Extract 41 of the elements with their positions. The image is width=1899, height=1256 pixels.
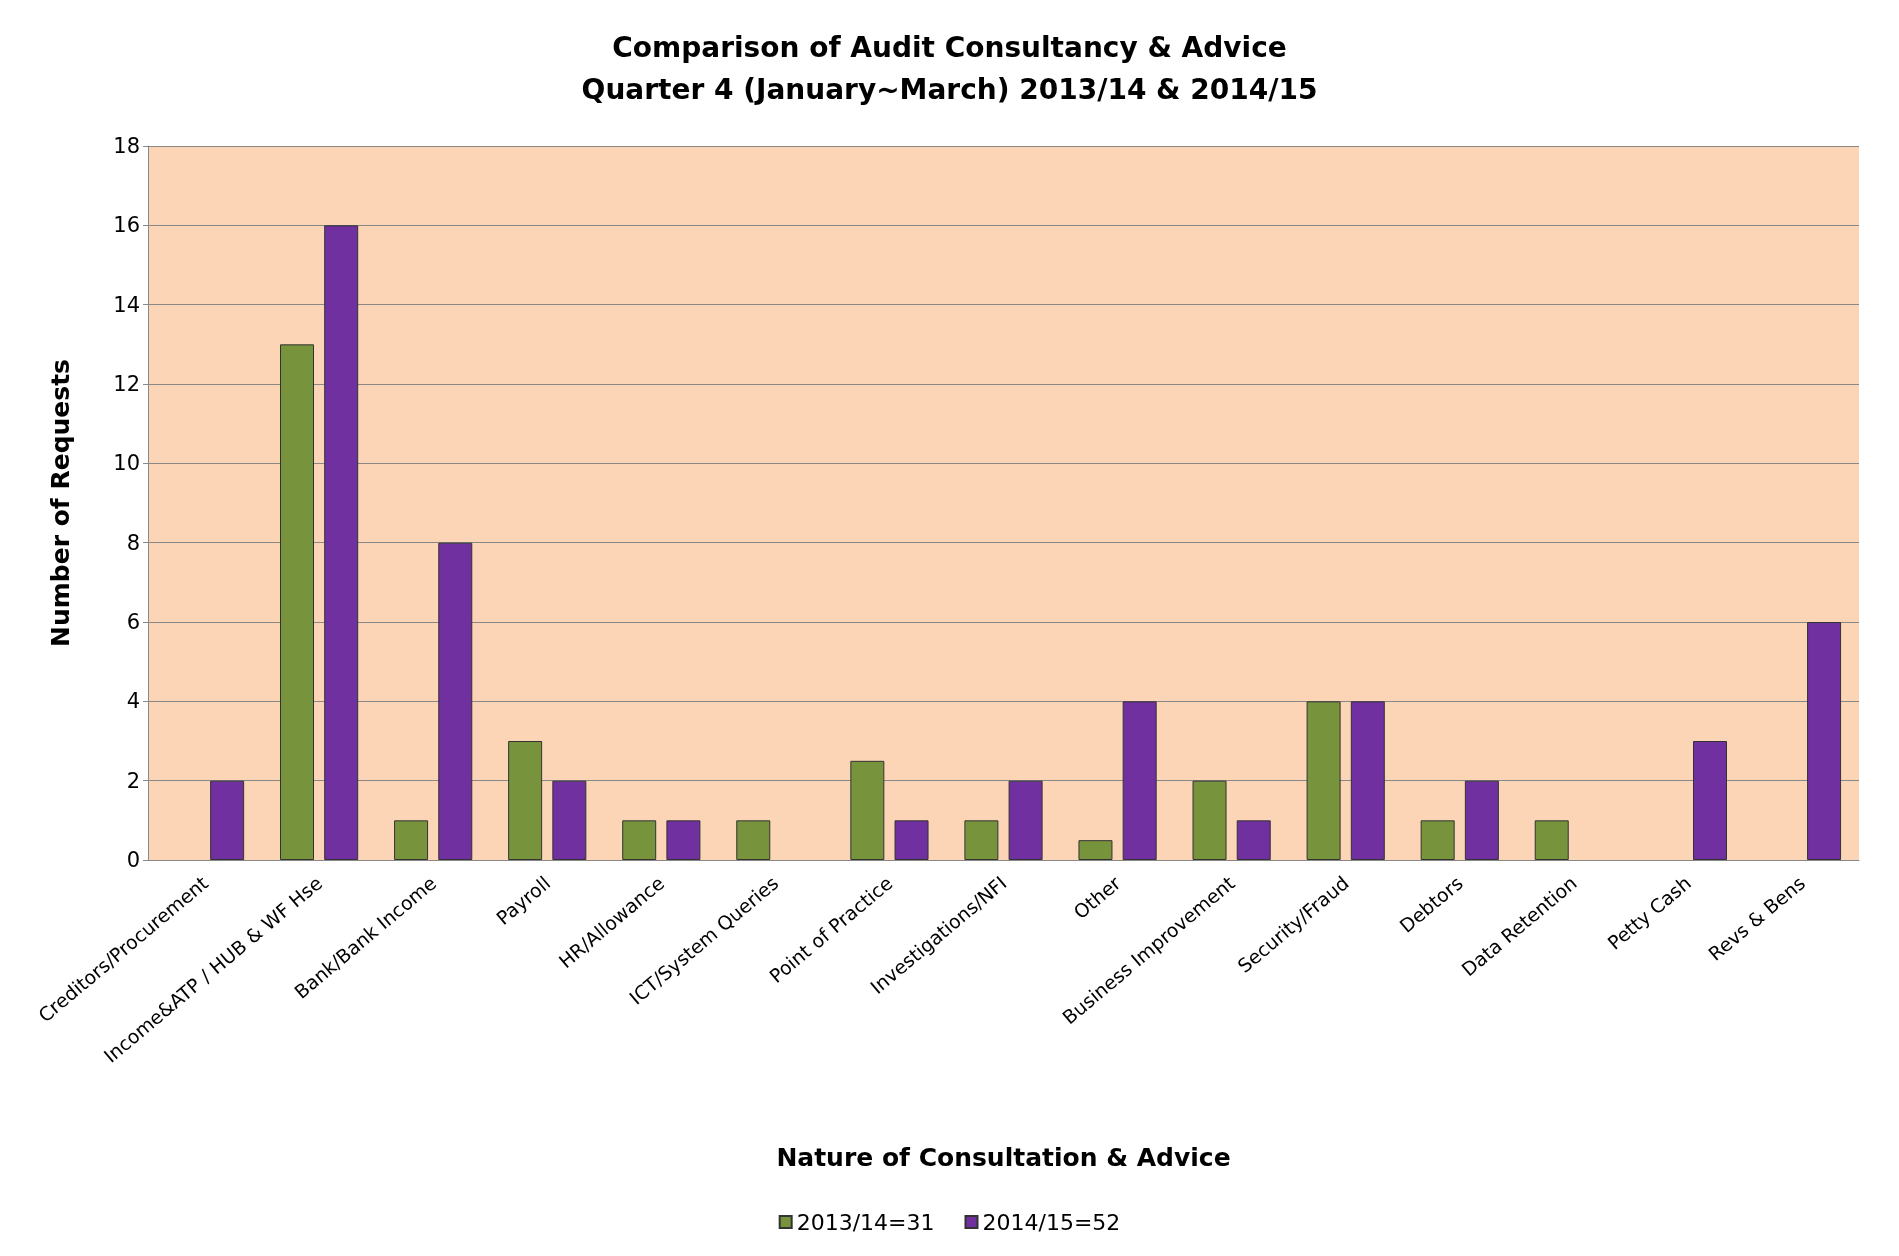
- y-tick-label: 4: [126, 689, 140, 714]
- bar: [1236, 820, 1271, 860]
- y-tick-label: 16: [113, 213, 140, 238]
- bar: [1078, 840, 1113, 860]
- y-tick-label: 2: [126, 768, 140, 793]
- bar: [850, 760, 885, 860]
- bar: [210, 780, 245, 860]
- bar: [622, 820, 657, 860]
- bar: [1306, 701, 1341, 860]
- y-tick-label: 0: [126, 848, 140, 872]
- bar: [508, 741, 543, 860]
- y-tick-label: 14: [113, 292, 140, 317]
- bar: [438, 542, 473, 860]
- chart-subtitle: Quarter 4 (January~March) 2013/14 & 2014/15: [581, 72, 1318, 106]
- bar: [1122, 701, 1157, 860]
- bar: [1807, 622, 1842, 860]
- y-tick-label: 10: [113, 451, 140, 476]
- y-tick-label: 18: [113, 134, 140, 158]
- bar: [1534, 820, 1569, 860]
- bar: [666, 820, 701, 860]
- bar: [1693, 741, 1727, 860]
- bar: [894, 820, 929, 860]
- bar: [394, 820, 429, 860]
- bar: [964, 820, 999, 860]
- legend-label: 2014/15=52: [982, 1209, 1121, 1235]
- bar: [324, 225, 359, 860]
- x-axis-title: Nature of Consultation & Advice: [776, 1143, 1231, 1172]
- bar: [280, 344, 314, 860]
- bar: [1008, 780, 1043, 860]
- bar: [1420, 820, 1455, 860]
- bar: [1464, 780, 1499, 860]
- chart-title: Comparison of Audit Consultancy & Advice: [612, 30, 1287, 64]
- y-tick-label: 8: [126, 530, 140, 555]
- y-tick-label: 6: [126, 610, 140, 634]
- y-tick-label: 12: [113, 372, 140, 396]
- bar: [1350, 701, 1385, 860]
- y-axis-title: Number of Requests: [46, 359, 75, 647]
- bar: [1192, 780, 1227, 860]
- bar: [552, 780, 587, 860]
- bar: [736, 820, 771, 860]
- legend-label: 2013/14=31: [796, 1209, 935, 1235]
